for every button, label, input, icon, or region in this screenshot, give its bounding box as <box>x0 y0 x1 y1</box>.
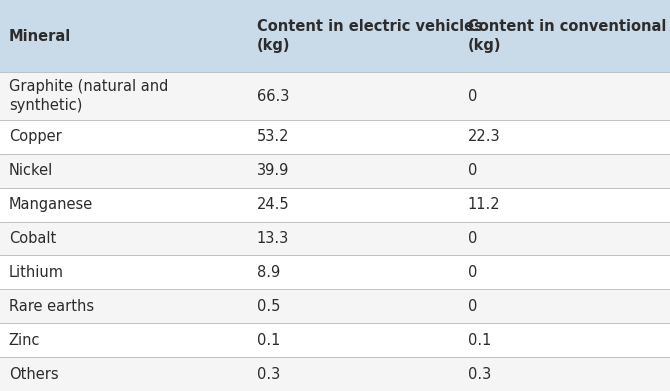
Text: Nickel: Nickel <box>9 163 53 178</box>
Bar <box>0 72 670 120</box>
Text: Content in conventional cars
(kg): Content in conventional cars (kg) <box>468 20 670 53</box>
Text: 0.3: 0.3 <box>468 366 491 382</box>
Text: 0.5: 0.5 <box>257 299 280 314</box>
Text: 13.3: 13.3 <box>257 231 289 246</box>
Text: 0: 0 <box>468 163 477 178</box>
Text: Zinc: Zinc <box>9 333 40 348</box>
Text: Rare earths: Rare earths <box>9 299 94 314</box>
Bar <box>0 188 670 222</box>
Bar <box>0 120 670 154</box>
Text: 0: 0 <box>468 265 477 280</box>
Text: Copper: Copper <box>9 129 62 144</box>
Text: 11.2: 11.2 <box>468 197 500 212</box>
Bar <box>0 154 670 188</box>
Bar <box>0 222 670 255</box>
Bar <box>0 289 670 323</box>
Text: Cobalt: Cobalt <box>9 231 56 246</box>
Text: 53.2: 53.2 <box>257 129 289 144</box>
Text: 0.3: 0.3 <box>257 366 280 382</box>
Text: 8.9: 8.9 <box>257 265 280 280</box>
Text: 24.5: 24.5 <box>257 197 289 212</box>
Text: Lithium: Lithium <box>9 265 64 280</box>
Bar <box>0 255 670 289</box>
Text: 0: 0 <box>468 231 477 246</box>
Text: Mineral: Mineral <box>9 29 71 44</box>
Text: Graphite (natural and
synthetic): Graphite (natural and synthetic) <box>9 79 168 113</box>
Text: 66.3: 66.3 <box>257 89 289 104</box>
Text: 0.1: 0.1 <box>257 333 280 348</box>
Text: Others: Others <box>9 366 58 382</box>
Text: 22.3: 22.3 <box>468 129 500 144</box>
Text: 0: 0 <box>468 299 477 314</box>
Text: Content in electric vehicles
(kg): Content in electric vehicles (kg) <box>257 20 482 53</box>
Bar <box>0 323 670 357</box>
Text: 0.1: 0.1 <box>468 333 491 348</box>
Bar <box>0 357 670 391</box>
Text: Manganese: Manganese <box>9 197 93 212</box>
Text: 0: 0 <box>468 89 477 104</box>
Text: 39.9: 39.9 <box>257 163 289 178</box>
Bar <box>0 0 670 72</box>
